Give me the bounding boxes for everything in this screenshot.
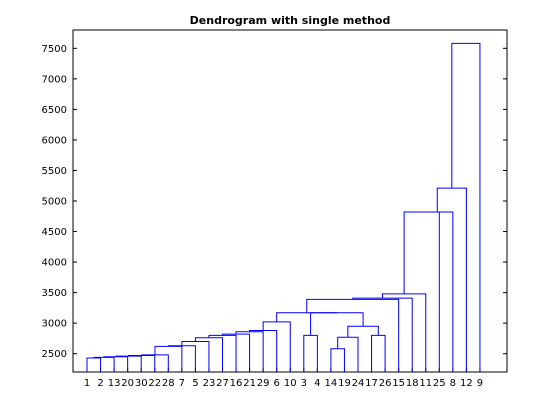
leaf-label: 18 [406, 378, 419, 389]
leaf-label: 16 [230, 378, 243, 389]
leaf-label: 20 [121, 378, 134, 389]
y-tick-label: 4500 [42, 227, 67, 238]
y-tick-label: 7500 [42, 44, 67, 55]
y-tick-label: 3000 [42, 319, 67, 330]
dendrogram-link [86, 357, 102, 372]
dendrogram-link [276, 312, 337, 322]
leaf-label: 19 [338, 378, 351, 389]
leaf-label: 29 [257, 378, 270, 389]
y-tick-label: 5000 [42, 197, 67, 208]
leaf-label: 17 [365, 378, 378, 389]
leaf-label: 14 [325, 378, 338, 389]
dendrogram-link [403, 211, 440, 372]
y-tick-label: 2500 [42, 349, 67, 360]
axes: 2500 3000 3500 4000 4500 5000 5500 6000 6500 7000… [42, 29, 508, 389]
leaf-label: 10 [284, 378, 297, 389]
dendrogram-link [303, 334, 318, 372]
dendrogram-link [337, 336, 359, 372]
leaf-label: 12 [460, 378, 473, 389]
dendrogram-links [86, 42, 481, 372]
dendrogram-link [330, 348, 345, 372]
leaf-label: 25 [433, 378, 446, 389]
leaf-label: 6 [274, 378, 280, 389]
chart-title: Dendrogram with single method [190, 14, 391, 27]
y-tick-label: 3500 [42, 288, 67, 299]
leaf-label: 1 [84, 378, 90, 389]
dendrogram-link [381, 293, 427, 372]
dendrogram-link [93, 356, 115, 372]
y-tick-label: 6500 [42, 105, 67, 116]
leaf-label: 27 [216, 378, 229, 389]
dendrogram-link [451, 42, 481, 372]
leaf-label: 23 [203, 378, 216, 389]
leaf-label: 30 [135, 378, 148, 389]
dendrogram-link [436, 187, 467, 372]
leaf-label: 15 [392, 378, 405, 389]
leaf-label: 13 [108, 378, 121, 389]
plot-box [72, 29, 508, 373]
leaf-label: 5 [192, 378, 198, 389]
dendrogram-link [421, 211, 454, 372]
dendrogram-link [222, 333, 251, 372]
leaf-label: 8 [450, 378, 456, 389]
dendrogram-link [310, 312, 364, 336]
leaf-label: 9 [477, 378, 483, 389]
dendrogram-link [127, 355, 156, 372]
dendrogram-link [235, 331, 264, 372]
dendrogram-link [103, 356, 129, 372]
dendrogram-link [371, 334, 386, 372]
leaf-label: 26 [379, 378, 392, 389]
leaf-label: 21 [243, 378, 256, 389]
leaf-label: 24 [352, 378, 365, 389]
leaf-label: 22 [148, 378, 161, 389]
y-tick-label: 4000 [42, 258, 67, 269]
dendrogram-link [115, 355, 142, 372]
y-tick-label: 5500 [42, 166, 67, 177]
leaf-label: 7 [179, 378, 185, 389]
y-tick-label: 7000 [42, 74, 67, 85]
leaf-label: 3 [301, 378, 307, 389]
y-tick-label: 6000 [42, 135, 67, 146]
leaf-label: 28 [162, 378, 175, 389]
leaf-label: 2 [97, 378, 103, 389]
leaf-label: 4 [314, 378, 320, 389]
dendrogram-link [352, 297, 413, 372]
leaf-label: 11 [419, 378, 432, 389]
